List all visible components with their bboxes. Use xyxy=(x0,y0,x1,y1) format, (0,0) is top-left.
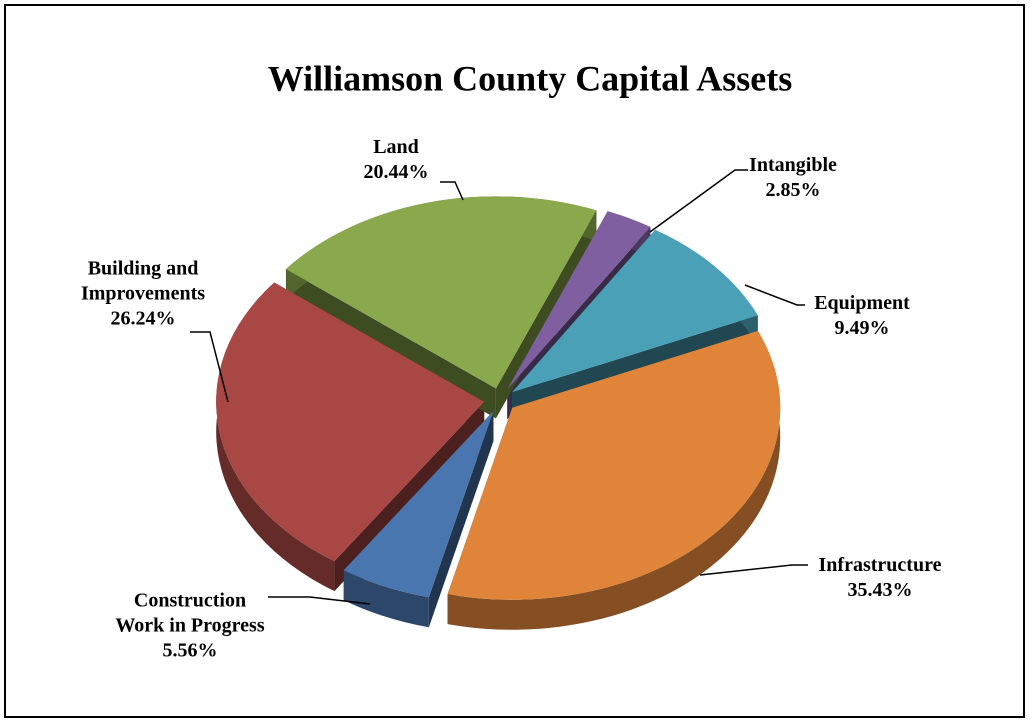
slice-label: Infrastructure 35.43% xyxy=(790,553,970,603)
category-label: Land xyxy=(373,136,419,158)
slice-wall xyxy=(447,330,781,630)
slice-label: Construction Work in Progress 5.56% xyxy=(110,589,270,664)
pie-slice xyxy=(507,211,651,390)
category-label: Equipment xyxy=(814,292,910,314)
category-label: Construction Work in Progress xyxy=(115,589,265,637)
pie-slice xyxy=(216,282,485,562)
value-label: 5.56% xyxy=(162,639,218,662)
slice-label: Building and Improvements 26.24% xyxy=(53,257,233,332)
category-label: Building and Improvements xyxy=(80,257,206,305)
slice-wall xyxy=(343,570,429,628)
leader-line xyxy=(440,181,464,201)
leaders xyxy=(190,169,808,605)
leader-line xyxy=(649,169,748,233)
leader-line xyxy=(744,284,805,306)
leader-line xyxy=(699,564,808,576)
slice-label: Land 20.44% xyxy=(326,135,466,185)
category-label: Infrastructure xyxy=(818,554,942,576)
slice-wall xyxy=(216,282,335,592)
leader-line xyxy=(268,596,371,605)
slice-label: Intangible 2.85% xyxy=(723,153,863,203)
slice-label: Equipment 9.49% xyxy=(792,291,932,341)
value-label: 35.43% xyxy=(847,579,913,601)
value-label: 26.24% xyxy=(110,307,176,330)
pie-slice xyxy=(343,410,494,598)
slice-tops xyxy=(216,196,781,600)
value-label: 9.49% xyxy=(834,317,890,339)
value-label: 2.85% xyxy=(765,179,821,201)
pie-slice xyxy=(285,196,597,389)
category-label: Intangible xyxy=(749,154,837,176)
pie-slice xyxy=(512,229,758,393)
chart-title: Williamson County Capital Assets xyxy=(268,58,792,98)
pie-slice xyxy=(447,330,781,600)
leader-line xyxy=(190,331,229,403)
value-label: 20.44% xyxy=(363,161,429,183)
slice-side xyxy=(428,410,494,628)
